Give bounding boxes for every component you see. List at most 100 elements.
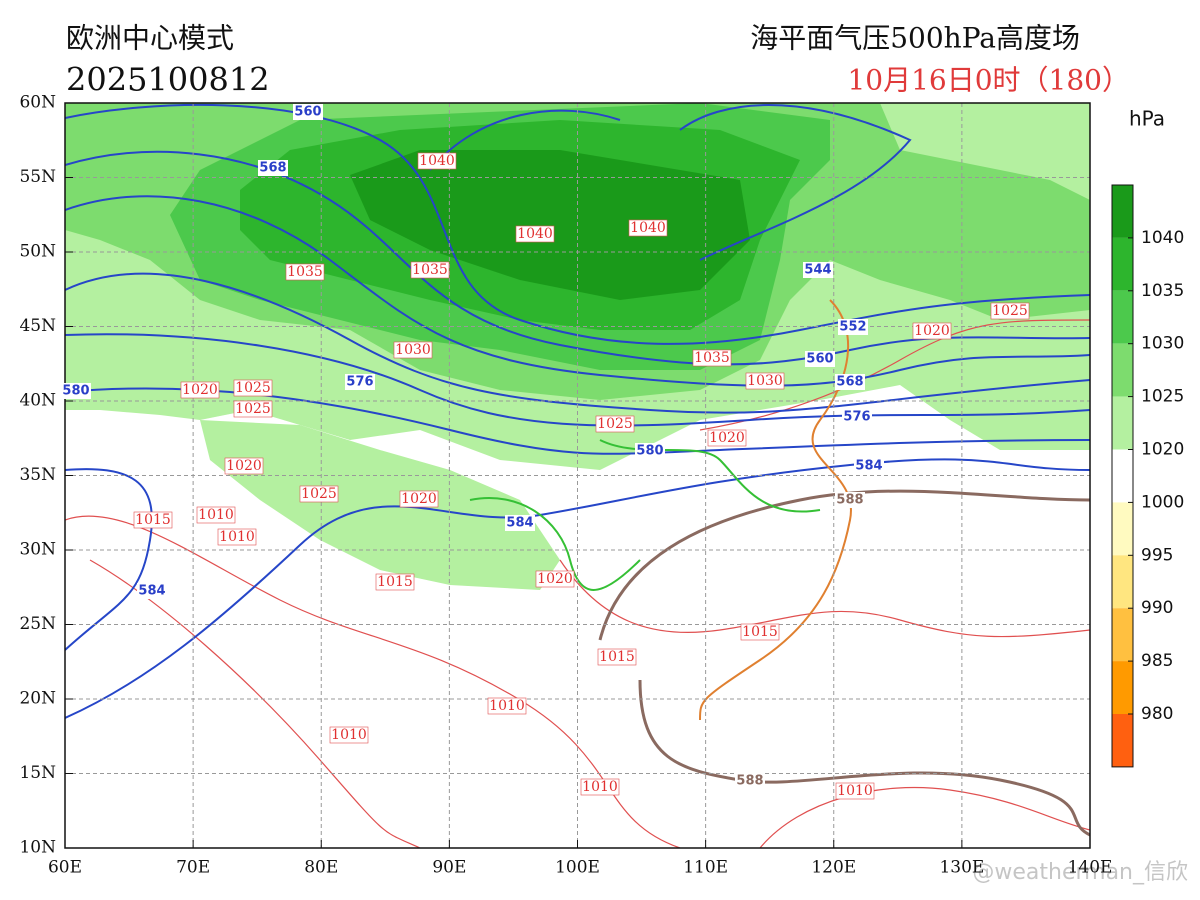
pressure-label: 1010 [198,507,234,523]
label-bg [838,319,868,335]
label-bg [410,261,450,279]
label-bg [487,697,527,715]
colorbar-label: 1030 [1141,334,1184,354]
height-label: 580 [62,384,89,399]
label-bg [635,443,665,459]
colorbar-segment [1112,343,1133,397]
label-bg [835,492,865,508]
height-label: 544 [804,263,831,278]
colorbar-segment [1112,714,1133,767]
height-label: 560 [806,352,833,367]
lon-label: 140E [1068,858,1113,878]
colorbar-label: 990 [1141,598,1173,618]
label-bg [707,429,747,447]
lon-label: 80E [304,858,338,878]
colorbar-segment [1112,555,1133,609]
pressure-label: 1025 [597,416,633,432]
colorbar-label: 1040 [1141,228,1184,248]
pressure-label: 1015 [742,624,778,640]
lon-label: 110E [683,858,728,878]
lon-label: 120E [811,858,856,878]
label-bg [180,381,220,399]
label-bg [217,528,257,546]
label-bg [258,160,288,176]
label-bg [233,400,273,418]
lat-label: 20N [19,689,56,709]
colorbar-label: 995 [1141,545,1173,565]
label-bg [854,458,884,474]
lat-label: 55N [19,167,56,187]
label-bg [285,263,325,281]
pressure-label: 1025 [235,380,271,396]
height-label: 560 [294,105,321,120]
label-bg [805,351,835,367]
pressure-label: 1040 [419,153,455,169]
label-bg [835,782,875,800]
label-bg [224,457,264,475]
init-time: 2025100812 [66,61,270,99]
pressure-label: 1030 [395,342,431,358]
lat-label: 25N [19,614,56,634]
colorbar-label: 1035 [1141,281,1184,301]
label-bg [842,409,872,425]
lon-label: 130E [939,858,984,878]
colorbar-label: 1000 [1141,492,1184,512]
pressure-label: 1020 [709,430,745,446]
lat-label: 40N [19,391,56,411]
pressure-label: 1035 [412,262,448,278]
label-bg [580,778,620,796]
pressure-label: 1020 [182,382,218,398]
colorbar-segment [1112,290,1133,344]
pressure-label: 1010 [582,779,618,795]
height-label: 584 [506,516,533,531]
label-bg [61,383,91,399]
pressure-label: 1040 [517,226,553,242]
lat-label: 35N [19,465,56,485]
height-label: 568 [836,375,863,390]
colorbar-label: 1025 [1141,387,1184,407]
pressure-label: 1010 [837,783,873,799]
valid-time: 10月16日0时（180） [847,64,1130,97]
map-title: 海平面气压500hPa高度场 [750,22,1080,55]
label-bg [196,506,236,524]
colorbar-segment [1112,502,1133,556]
height-label: 588 [736,774,763,789]
colorbar-segment [1112,661,1133,714]
label-bg [745,372,785,390]
height-label: 580 [636,444,663,459]
label-bg [803,262,833,278]
label-bg [299,485,339,503]
colorbar: 1040 1035 1030 1025 1020 1000 995 990 985 980 [1111,184,1184,768]
height-label: 584 [855,459,882,474]
height-label: 584 [138,584,165,599]
pressure-label: 1035 [694,350,730,366]
pressure-label: 1020 [401,491,437,507]
lon-label: 100E [555,858,600,878]
pressure-label: 1015 [135,512,171,528]
label-bg [735,773,765,789]
label-bg [597,648,637,666]
pressure-label: 1040 [630,220,666,236]
lat-label: 10N [19,838,56,858]
colorbar-label: 985 [1141,651,1173,671]
pressure-label: 1010 [331,727,367,743]
graticule [64,102,1091,849]
model-name: 欧洲中心模式 [66,22,234,55]
label-bg [399,490,439,508]
label-bg [133,511,173,529]
pressure-label: 1035 [287,264,323,280]
watermark: @weatherman_信欣 [972,860,1188,885]
pressure-label: 1015 [599,649,635,665]
label-bg [990,302,1030,320]
label-bg [535,570,575,588]
colorbar-segment [1112,185,1133,238]
label-bg [595,415,635,433]
pressure-label: 1025 [992,303,1028,319]
pressure-label: 1020 [226,458,262,474]
height-label: 576 [346,375,373,390]
colorbar-label: 980 [1141,704,1173,724]
label-bg [393,341,433,359]
lat-label: 50N [19,242,56,262]
label-bg [692,349,732,367]
